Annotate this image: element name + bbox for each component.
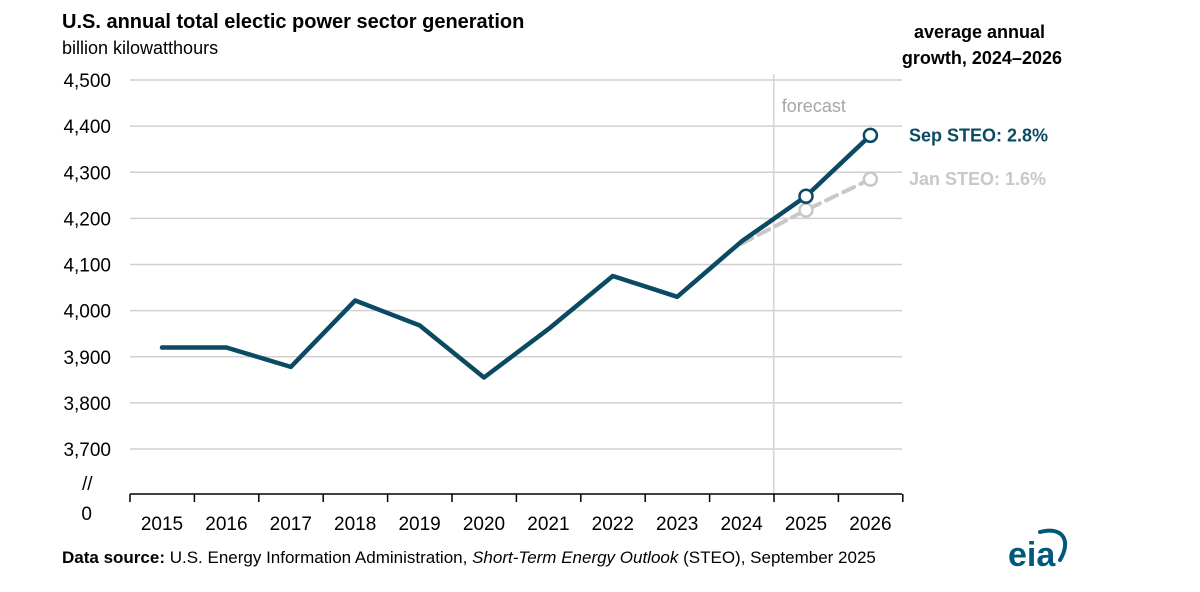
eia-logo-text: eia	[1008, 536, 1056, 574]
y-tick-label: 4,500	[63, 71, 111, 92]
y-axis-ticks: 4,500 4,400 4,300 4,200 4,100 4,000 3,900 3,800…	[63, 71, 111, 461]
series-marker	[862, 127, 879, 144]
y-tick-label: 3,800	[63, 394, 111, 415]
x-tick-label: 2021	[527, 514, 569, 535]
y-tick-label: 4,200	[63, 209, 111, 230]
x-tick-label: 2025	[785, 514, 827, 535]
series-label: Sep STEO: 2.8%	[909, 125, 1048, 145]
x-tick-label: 2015	[141, 514, 183, 535]
legend-title-line-1: average annual	[914, 22, 1045, 42]
series-marker	[798, 202, 814, 218]
x-tick-label: 2023	[656, 514, 698, 535]
eia-logo-swoosh	[1038, 528, 1068, 562]
x-tick-label: 2020	[463, 514, 505, 535]
forecast-label: forecast	[782, 96, 846, 116]
series-marker	[862, 171, 879, 187]
series-labels: Jan STEO: 1.6% Sep STEO: 2.8%	[909, 125, 1048, 189]
series-line	[739, 177, 873, 246]
chart-title: U.S. annual total electic power sector g…	[62, 11, 524, 33]
source-prefix: Data source:	[62, 548, 165, 567]
y-axis-break: //	[82, 474, 93, 495]
source-note: Data source: U.S. Energy Information Adm…	[62, 548, 876, 567]
y-tick-label: 4,300	[63, 163, 111, 184]
x-tick-label: 2017	[270, 514, 312, 535]
chart-subtitle: billion kilowatthours	[62, 38, 218, 58]
x-axis: 2015 2016 2017 2018 2019 2020 2021 2022 2023 2024…	[129, 493, 904, 535]
series-lines	[159, 127, 879, 380]
y-tick-label: 3,700	[63, 440, 111, 461]
y-tick-label: 4,400	[63, 117, 111, 138]
y-tick-label: 3,900	[63, 348, 111, 369]
x-tick-label: 2016	[205, 514, 247, 535]
y-tick-label: 4,000	[63, 302, 111, 323]
x-tick-label: 2019	[398, 514, 440, 535]
eia-logo: eia	[1008, 528, 1068, 574]
x-tick-label: 2022	[592, 514, 634, 535]
x-tick-label: 2024	[720, 514, 763, 535]
forecast-divider: forecast	[773, 74, 846, 494]
source-part-2: (STEO), September 2025	[678, 548, 875, 567]
source-part-1: U.S. Energy Information Administration,	[165, 548, 472, 567]
y-zero-label: 0	[81, 504, 92, 525]
gridlines	[130, 79, 902, 450]
source-italic: Short-Term Energy Outlook	[472, 548, 680, 567]
series-line	[159, 133, 873, 380]
x-tick-label: 2026	[849, 514, 891, 535]
series-marker	[798, 188, 814, 204]
legend-title-line-2: growth, 2024–2026	[902, 48, 1062, 68]
x-tick-label: 2018	[334, 514, 376, 535]
y-tick-label: 4,100	[63, 256, 111, 277]
series-label: Jan STEO: 1.6%	[909, 169, 1046, 189]
